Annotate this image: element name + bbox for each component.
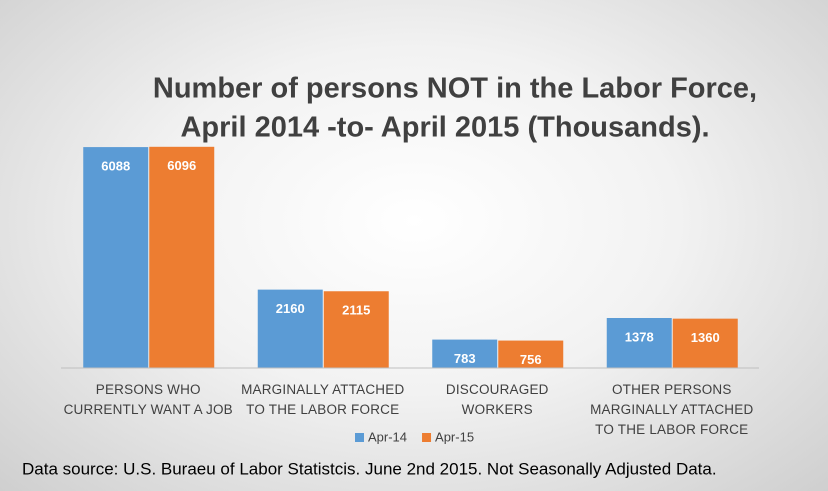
data-label: 783: [454, 351, 476, 366]
data-label: 6088: [101, 159, 130, 174]
bar: [432, 339, 498, 368]
legend-swatch: [422, 433, 432, 442]
bar: [672, 318, 738, 368]
bar: [323, 291, 389, 368]
x-tick-label: MARGINALLY ATTACHED TO THE LABOR FORCE: [241, 382, 405, 417]
chart-title: Number of persons NOT in the Labor Force…: [153, 73, 757, 105]
legend-label: Apr-15: [435, 429, 474, 444]
bar: [257, 289, 323, 368]
data-label: 1378: [625, 329, 654, 344]
data-label: 1360: [691, 330, 720, 345]
chart-title: April 2014 -to- April 2015 (Thousands).: [180, 112, 709, 144]
legend-label: Apr-14: [368, 429, 407, 444]
data-label: 6096: [167, 158, 196, 173]
bar: [149, 146, 215, 368]
legend-swatch: [355, 433, 364, 442]
x-tick-label: PERSONS WHO CURRENTLY WANT A JOB: [63, 382, 233, 417]
x-tick-label: OTHER PERSONS MARGINALLY ATTACHED TO THE…: [590, 382, 754, 437]
data-label: 756: [520, 352, 542, 367]
data-label: 2115: [342, 303, 370, 318]
bar: [83, 147, 149, 368]
bar: [606, 317, 672, 368]
x-tick-label: DISCOURAGED WORKERS: [445, 382, 549, 417]
data-label: 2160: [276, 301, 305, 316]
source-note: Data source: U.S. Buraeu of Labor Statis…: [22, 459, 717, 478]
bar: [498, 340, 564, 368]
